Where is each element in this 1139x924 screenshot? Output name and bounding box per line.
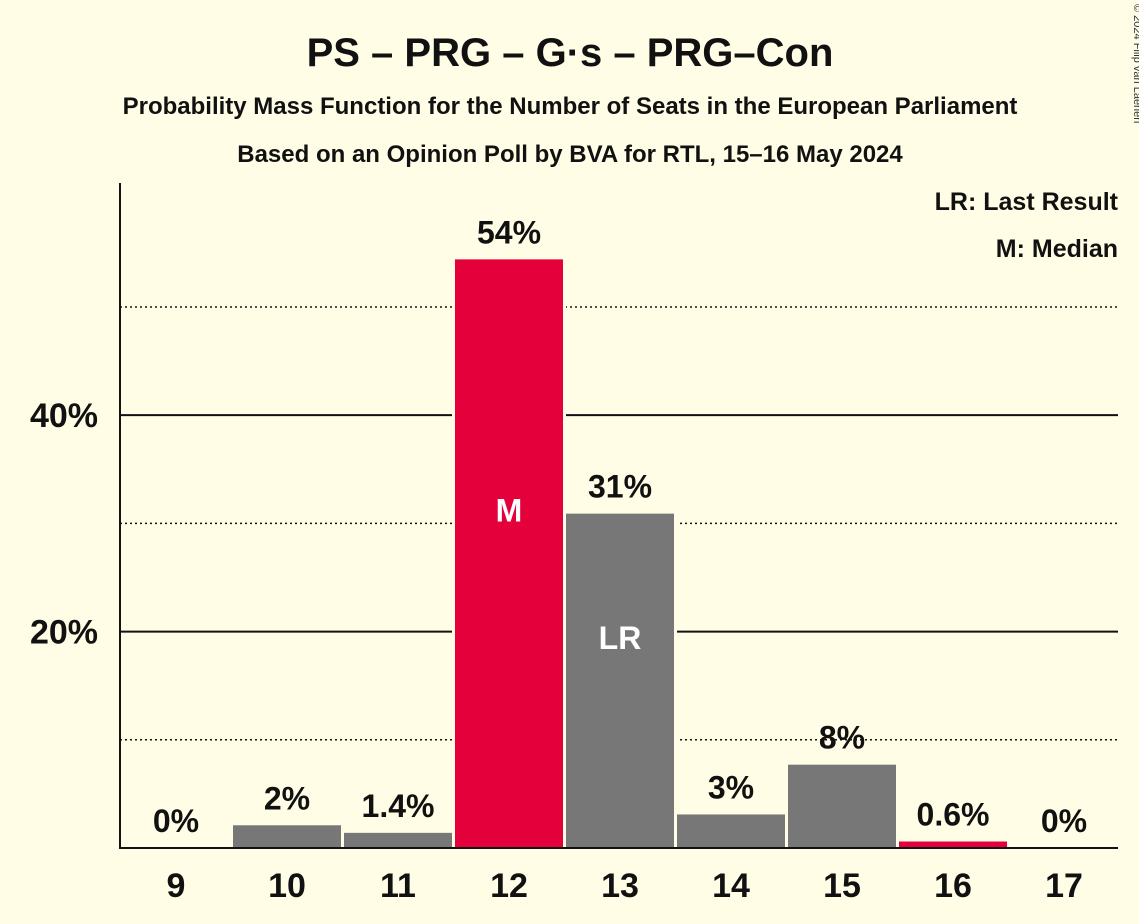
value-label: 3% bbox=[708, 769, 754, 805]
bars bbox=[230, 259, 1010, 849]
y-tick-label: 20% bbox=[30, 614, 98, 652]
bar-marker-m: M bbox=[496, 493, 523, 529]
x-tick-label: 11 bbox=[380, 867, 416, 905]
value-label: 2% bbox=[264, 780, 310, 816]
x-tick-label: 13 bbox=[601, 867, 639, 905]
bar bbox=[233, 825, 341, 848]
value-label: 0% bbox=[1041, 803, 1087, 839]
bar bbox=[455, 259, 563, 849]
x-tick-label: 17 bbox=[1045, 867, 1083, 905]
value-label: 1.4% bbox=[362, 788, 435, 824]
x-tick-label: 10 bbox=[268, 867, 306, 905]
value-label: 0.6% bbox=[917, 797, 990, 833]
legend-last-result: LR: Last Result bbox=[935, 188, 1119, 216]
x-tick-label: 16 bbox=[934, 867, 972, 905]
value-label: 8% bbox=[819, 720, 865, 756]
y-tick-label: 40% bbox=[30, 397, 98, 435]
x-axis: 9 10 11 12 13 14 15 16 17 bbox=[120, 847, 1118, 905]
copyright-note: © 2024 Filip van Laenen bbox=[1131, 4, 1139, 123]
bar bbox=[344, 832, 452, 848]
chart-subtitle: Probability Mass Function for the Number… bbox=[123, 93, 1018, 120]
value-label: 31% bbox=[588, 469, 652, 505]
x-tick-label: 14 bbox=[712, 867, 750, 905]
chart-title: PS – PRG – G·s – PRG–Con bbox=[307, 31, 834, 75]
bar bbox=[566, 513, 674, 848]
value-label: 54% bbox=[477, 214, 541, 250]
legend-median: M: Median bbox=[996, 235, 1118, 263]
chart-source: Based on an Opinion Poll by BVA for RTL,… bbox=[237, 141, 903, 168]
bar bbox=[677, 814, 785, 848]
y-axis: 20% 40% bbox=[30, 183, 121, 849]
x-tick-label: 9 bbox=[167, 867, 186, 905]
bar bbox=[788, 764, 896, 848]
x-tick-label: 15 bbox=[823, 867, 861, 905]
x-tick-label: 12 bbox=[490, 867, 528, 905]
bar bbox=[899, 841, 1007, 848]
value-labels: 0% 2% 1.4% 54% M 31% LR 3% 8% 0.6% 0% bbox=[153, 214, 1087, 839]
bar-marker-lr: LR bbox=[599, 620, 642, 656]
value-label: 0% bbox=[153, 803, 199, 839]
